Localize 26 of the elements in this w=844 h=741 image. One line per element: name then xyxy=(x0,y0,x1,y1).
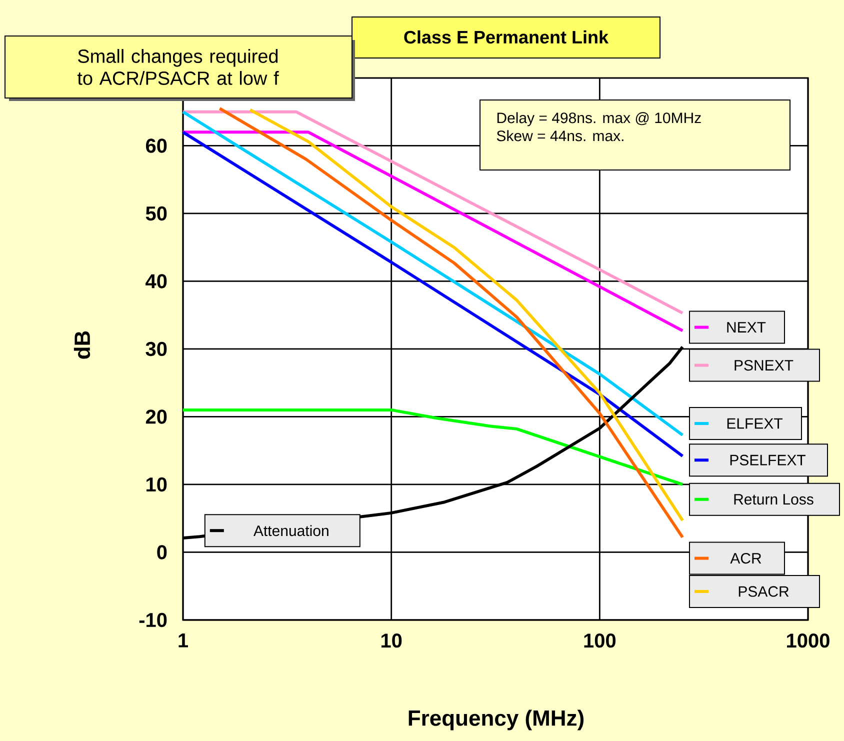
y-tick-label: 30 xyxy=(146,342,167,356)
x-tick-label: 1 xyxy=(178,634,188,648)
x-tick-label: 100 xyxy=(584,634,616,648)
legend-label: NEXT xyxy=(727,322,766,332)
annotation: Delay = 498ns. max @ 10MHz xyxy=(497,112,701,126)
y-tick-label: -10 xyxy=(139,612,167,628)
y-axis-title: dB xyxy=(74,331,90,359)
x-tick-label: 10 xyxy=(381,634,402,648)
legend-label: Return Loss xyxy=(734,494,814,505)
y-tick-label: 50 xyxy=(146,206,167,221)
annotation: Skew = 44ns. max. xyxy=(496,130,624,142)
y-tick-label: 10 xyxy=(146,477,167,492)
y-tick-label: 40 xyxy=(146,274,167,288)
legend-label: PSACR xyxy=(738,586,789,597)
legend-label: ELFEXT xyxy=(727,418,782,429)
chart-title: Class E Permanent Link xyxy=(404,30,609,44)
y-tick-label: 0 xyxy=(157,545,167,560)
x-axis-title: Frequency (MHz) xyxy=(408,710,584,730)
annotation: Small changes required to ACR/PSACR at low f xyxy=(77,49,279,85)
legend-label: PSELFEXT xyxy=(730,454,806,466)
legend-label: Attenuation xyxy=(253,525,328,536)
y-tick-label: 20 xyxy=(146,410,167,424)
x-tick-label: 1000 xyxy=(787,634,830,648)
legend-label: ACR xyxy=(730,552,762,564)
y-tick-label: 60 xyxy=(146,138,167,153)
legend-label: PSNEXT xyxy=(734,360,794,371)
